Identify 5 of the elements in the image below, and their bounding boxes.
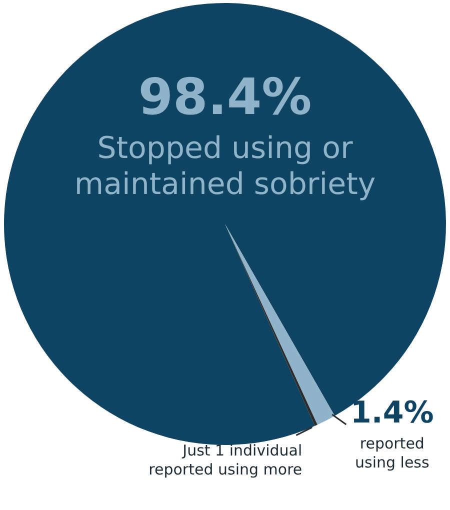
data-label: 1.4% <box>350 395 434 430</box>
slice-label: reported using less <box>355 434 430 472</box>
slice-label: Stopped using or maintained sobriety <box>74 131 376 202</box>
slice-label: Just 1 individual reported using more <box>148 441 302 478</box>
data-label: 98.4% <box>138 68 312 126</box>
